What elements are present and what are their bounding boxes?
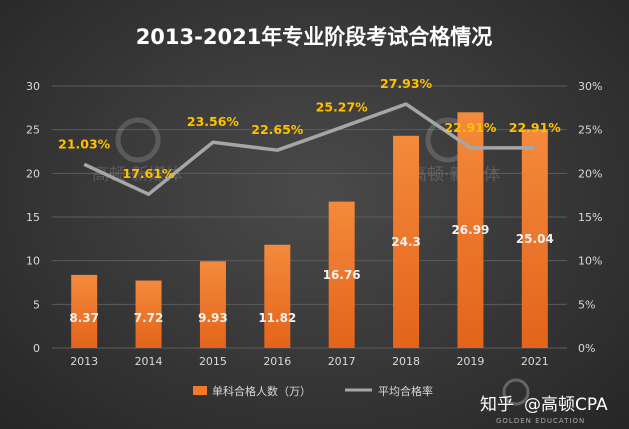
- bar-value-label: 8.37: [69, 311, 99, 325]
- left-tick-label: 15: [26, 211, 40, 224]
- bar: [521, 129, 548, 348]
- x-tick-label: 2014: [135, 355, 163, 368]
- line-value-label: 22.91%: [444, 120, 497, 135]
- legend-bar-label: 单科合格人数（万）: [212, 384, 311, 398]
- line-value-label: 22.91%: [509, 120, 562, 135]
- left-axis: 0 5 10 15 20 25 30: [26, 80, 40, 355]
- right-tick-label: 10%: [578, 255, 602, 268]
- legend-line-label: 平均合格率: [378, 384, 433, 398]
- x-tick-label: 2017: [328, 355, 356, 368]
- bar-value-label: 16.76: [323, 268, 361, 282]
- bar: [393, 135, 420, 348]
- line-labels: 21.03% 17.61% 23.56% 22.65% 25.27% 27.93% 22.9…: [58, 76, 561, 181]
- footer-watermark: 知乎 @高顿CPA GOLDEN EDUCATION: [480, 378, 608, 425]
- right-axis: 0% 5% 10% 15% 20% 25% 30%: [578, 80, 602, 355]
- bar: [328, 201, 355, 348]
- bar: [71, 274, 98, 348]
- chart-title: 2013-2021年专业阶段考试合格情况: [136, 25, 493, 49]
- bar-series: [71, 112, 548, 349]
- x-tick-label: 2021: [521, 355, 549, 368]
- x-tick-label: 2019: [456, 355, 484, 368]
- right-tick-label: 15%: [578, 211, 602, 224]
- line-value-label: 23.56%: [187, 114, 240, 129]
- bar-labels: 8.37 7.72 9.93 11.82 16.76 24.3 26.99 25.04: [69, 223, 553, 325]
- left-tick-label: 10: [26, 255, 40, 268]
- footer-english: GOLDEN EDUCATION: [496, 417, 585, 425]
- bar: [199, 261, 226, 348]
- left-tick-label: 0: [33, 342, 40, 355]
- line-value-label: 21.03%: [58, 136, 111, 151]
- line-value-label: 25.27%: [316, 99, 369, 114]
- right-tick-label: 5%: [578, 298, 595, 311]
- line-value-label: 22.65%: [251, 122, 304, 137]
- bar-value-label: 26.99: [451, 223, 489, 237]
- left-tick-label: 20: [26, 167, 40, 180]
- watermark-brand-2: 高顿·新媒体: [410, 165, 500, 185]
- bar-value-label: 24.3: [391, 235, 421, 249]
- x-tick-label: 2015: [199, 355, 227, 368]
- line-series: [83, 102, 535, 196]
- footer-site: 知乎: [480, 395, 514, 415]
- bar: [457, 112, 484, 349]
- line-path: [83, 102, 535, 196]
- legend: 单科合格人数（万） 平均合格率: [193, 384, 433, 398]
- left-tick-label: 30: [26, 80, 40, 93]
- right-tick-label: 20%: [578, 167, 602, 180]
- line-value-label: 17.61%: [123, 166, 176, 181]
- right-tick-label: 30%: [578, 80, 602, 93]
- bar-value-label: 9.93: [198, 311, 228, 325]
- bar-value-label: 11.82: [258, 311, 296, 325]
- bar-value-label: 7.72: [134, 311, 164, 325]
- left-tick-label: 5: [33, 298, 40, 311]
- bar-value-label: 25.04: [516, 232, 554, 246]
- bar: [135, 280, 162, 348]
- footer-logo-icon: [502, 378, 530, 406]
- right-tick-label: 25%: [578, 124, 602, 137]
- line-value-label: 27.93%: [380, 76, 433, 91]
- x-tick-label: 2016: [263, 355, 291, 368]
- bar: [264, 244, 291, 348]
- right-tick-label: 0%: [578, 342, 595, 355]
- left-tick-label: 25: [26, 124, 40, 137]
- x-tick-label: 2013: [70, 355, 98, 368]
- x-tick-label: 2018: [392, 355, 420, 368]
- x-axis: 2013 2014 2015 2016 2017 2018 2019 2021: [70, 355, 549, 368]
- footer-handle: @高顿CPA: [524, 395, 608, 415]
- legend-bar-swatch: [193, 386, 207, 395]
